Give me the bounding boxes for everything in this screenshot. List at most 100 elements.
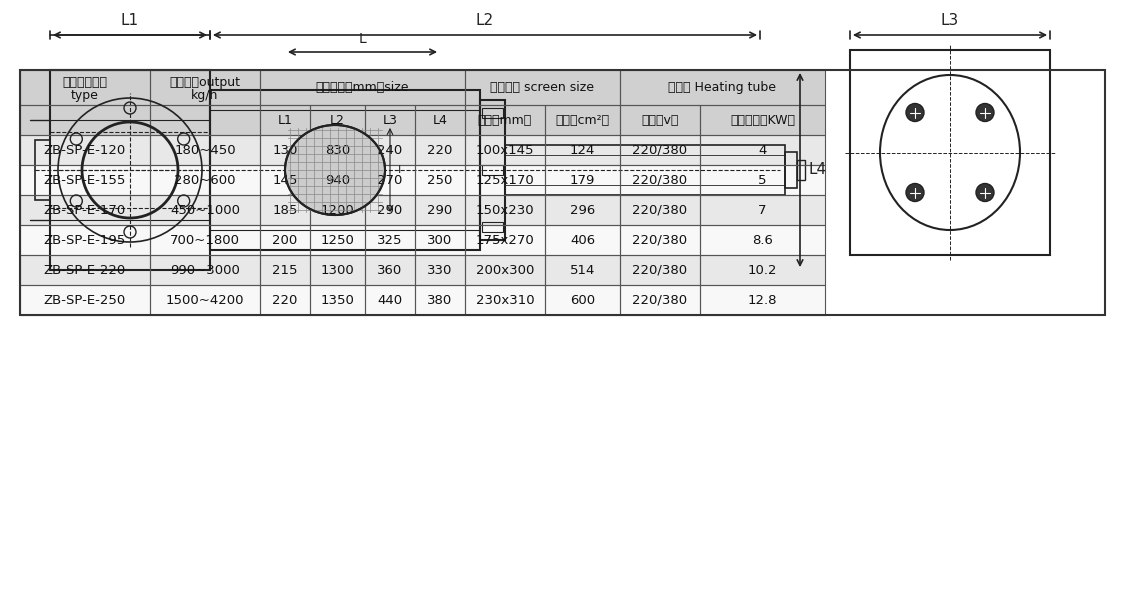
Text: ZB-SP-E-195: ZB-SP-E-195: [44, 234, 126, 246]
Text: 1300: 1300: [321, 264, 355, 276]
Bar: [620, 165, 700, 195]
Bar: [20, 195, 150, 225]
Text: 轮廓尺寸（mm）size: 轮廓尺寸（mm）size: [316, 81, 409, 94]
Text: L3: L3: [383, 113, 398, 126]
Bar: [850, 50, 1050, 255]
Text: 加热器 Heating tube: 加热器 Heating tube: [668, 81, 776, 94]
Bar: [545, 135, 620, 165]
Bar: [465, 70, 620, 105]
Text: 514: 514: [569, 264, 595, 276]
Text: 179: 179: [569, 173, 595, 187]
Text: 180~450: 180~450: [174, 143, 236, 157]
Text: 5: 5: [758, 173, 767, 187]
Bar: [310, 165, 365, 195]
Text: 220: 220: [428, 143, 453, 157]
Bar: [700, 165, 825, 195]
Bar: [545, 165, 620, 195]
Text: 300: 300: [428, 234, 453, 246]
Bar: [210, 90, 480, 250]
Text: I: I: [398, 165, 401, 175]
Bar: [261, 105, 310, 135]
Bar: [416, 285, 465, 315]
Bar: [310, 135, 365, 165]
Bar: [545, 285, 620, 315]
Bar: [20, 70, 1105, 315]
Bar: [700, 195, 825, 225]
Circle shape: [906, 184, 924, 201]
Bar: [465, 165, 545, 195]
Text: 130: 130: [272, 143, 298, 157]
Bar: [365, 165, 416, 195]
Bar: [310, 255, 365, 285]
Bar: [700, 135, 825, 165]
Text: 电压（v）: 电压（v）: [641, 113, 678, 126]
Bar: [310, 225, 365, 255]
Text: 150x230: 150x230: [476, 204, 535, 217]
Bar: [700, 285, 825, 315]
Bar: [416, 225, 465, 255]
Bar: [545, 255, 620, 285]
Bar: [310, 105, 365, 135]
Text: L1: L1: [277, 113, 292, 126]
Bar: [150, 105, 261, 135]
Bar: [465, 105, 545, 135]
Text: L2: L2: [476, 13, 494, 28]
Text: 220/380: 220/380: [632, 264, 687, 276]
Text: 124: 124: [569, 143, 595, 157]
Bar: [261, 70, 465, 105]
Bar: [20, 70, 150, 105]
Bar: [20, 225, 150, 255]
Bar: [620, 70, 825, 105]
Bar: [465, 195, 545, 225]
Bar: [700, 105, 825, 135]
Bar: [20, 255, 150, 285]
Bar: [416, 105, 465, 135]
Bar: [700, 135, 825, 165]
Bar: [620, 105, 700, 135]
Bar: [261, 135, 310, 165]
Bar: [20, 195, 150, 225]
Bar: [20, 165, 150, 195]
Bar: [261, 255, 310, 285]
Text: 200x300: 200x300: [476, 264, 535, 276]
Bar: [20, 105, 150, 135]
Text: 10.2: 10.2: [748, 264, 777, 276]
Text: L4: L4: [809, 162, 827, 178]
Bar: [465, 225, 545, 255]
Bar: [416, 105, 465, 135]
Text: 250: 250: [428, 173, 453, 187]
Bar: [365, 165, 416, 195]
Bar: [620, 195, 700, 225]
Text: 220/380: 220/380: [632, 234, 687, 246]
Bar: [620, 135, 700, 165]
Text: 360: 360: [377, 264, 403, 276]
Text: 175x270: 175x270: [476, 234, 535, 246]
Bar: [620, 255, 700, 285]
Bar: [545, 195, 620, 225]
Bar: [416, 165, 465, 195]
Bar: [465, 135, 545, 165]
Text: kg/h: kg/h: [191, 88, 219, 102]
Bar: [700, 255, 825, 285]
Text: 230x310: 230x310: [476, 293, 535, 306]
Bar: [465, 135, 545, 165]
Bar: [365, 105, 416, 135]
Bar: [150, 195, 261, 225]
Bar: [545, 105, 620, 135]
Bar: [620, 165, 700, 195]
Bar: [150, 285, 261, 315]
Bar: [365, 285, 416, 315]
Bar: [150, 225, 261, 255]
Text: type: type: [71, 88, 99, 102]
Text: 加热功率（KW）: 加热功率（KW）: [730, 113, 795, 126]
Text: 220/380: 220/380: [632, 173, 687, 187]
Bar: [620, 135, 700, 165]
Bar: [261, 195, 310, 225]
Bar: [20, 70, 150, 105]
Bar: [465, 255, 545, 285]
Bar: [416, 135, 465, 165]
Text: L3: L3: [941, 13, 959, 28]
Text: 290: 290: [428, 204, 453, 217]
Bar: [700, 285, 825, 315]
Text: 700~1800: 700~1800: [170, 234, 240, 246]
